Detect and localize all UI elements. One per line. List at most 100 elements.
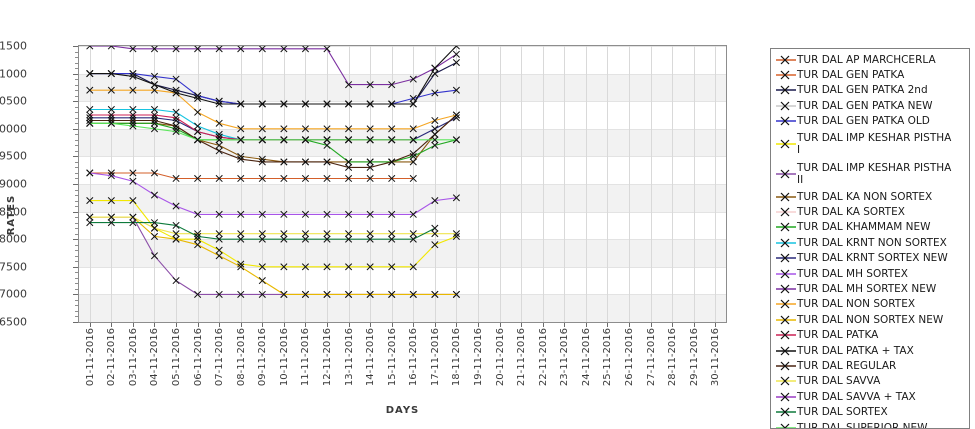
data-point-marker xyxy=(129,122,137,130)
legend-item[interactable]: TUR DAL NON SORTEX NEW xyxy=(775,312,967,327)
legend-item[interactable]: TUR DAL KA NON SORTEX xyxy=(775,189,967,204)
data-point-marker xyxy=(150,125,159,133)
x-tick-mark xyxy=(543,323,544,327)
legend-item[interactable]: TUR DAL GEN PATKA 2nd xyxy=(775,83,967,98)
data-point-marker xyxy=(323,125,331,133)
legend-item-label: TUR DAL KRNT NON SORTEX xyxy=(797,236,947,249)
data-point-marker xyxy=(194,128,202,136)
gridline-vertical xyxy=(90,46,91,322)
legend-item[interactable]: TUR DAL MH SORTEX NEW xyxy=(775,281,967,296)
data-point-marker xyxy=(107,111,115,119)
data-point-marker xyxy=(172,116,180,125)
data-point-marker xyxy=(366,235,374,243)
data-point-marker xyxy=(366,230,374,238)
legend-item[interactable]: TUR DAL KHAMMAM NEW xyxy=(775,220,967,235)
plot-band xyxy=(79,294,726,322)
data-point-marker xyxy=(366,136,374,144)
legend-item[interactable]: TUR DAL SAVVA + TAX xyxy=(775,389,967,404)
series-0 xyxy=(86,169,417,183)
gridline-vertical xyxy=(413,46,414,322)
x-tick-mark xyxy=(154,323,155,327)
legend-item[interactable]: TUR DAL IMP KESHAR PISTHA II xyxy=(775,159,967,189)
legend-item[interactable]: TUR DAL KA SORTEX xyxy=(775,204,967,219)
data-point-marker xyxy=(388,136,396,144)
x-tick-mark xyxy=(262,323,263,327)
legend-item-label: TUR DAL KHAMMAM NEW xyxy=(797,221,931,234)
legend-item[interactable]: TUR DAL AP MARCHCERLA xyxy=(775,52,967,67)
chart-legend[interactable]: TUR DAL AP MARCHCERLA TUR DAL GEN PATKA TU… xyxy=(770,48,970,429)
legend-item[interactable]: TUR DAL REGULAR xyxy=(775,358,967,373)
data-point-marker xyxy=(129,72,137,80)
legend-item[interactable]: TUR DAL SUPERIOR NEW xyxy=(775,420,967,428)
legend-item[interactable]: TUR DAL SAVVA xyxy=(775,374,967,389)
legend-item[interactable]: TUR DAL NON SORTEX xyxy=(775,297,967,312)
legend-item[interactable]: TUR DAL KRNT SORTEX NEW xyxy=(775,251,967,266)
data-point-marker xyxy=(194,290,202,298)
data-point-marker xyxy=(215,235,223,243)
x-tick-label: 29-11-2016 xyxy=(688,328,700,387)
x-axis-label: DAYS xyxy=(385,405,420,416)
legend-item[interactable]: TUR DAL GEN PATKA OLD xyxy=(775,114,967,129)
data-point-marker xyxy=(258,263,266,271)
legend-item-label: TUR DAL SAVVA + TAX xyxy=(797,390,916,403)
data-point-marker xyxy=(388,125,396,133)
gridline-vertical xyxy=(500,46,501,322)
data-point-marker xyxy=(237,100,245,108)
data-point-marker xyxy=(431,197,439,205)
data-point-marker xyxy=(366,158,374,166)
x-tick-label: 19-11-2016 xyxy=(472,328,484,387)
data-point-marker xyxy=(86,46,94,50)
gridline-vertical xyxy=(651,46,652,322)
data-point-marker xyxy=(86,116,94,125)
data-point-marker xyxy=(237,136,245,144)
data-point-marker xyxy=(431,116,439,125)
x-tick-mark xyxy=(694,323,695,327)
legend-item[interactable]: TUR DAL SORTEX xyxy=(775,404,967,419)
legend-item-label: TUR DAL AP MARCHCERLA xyxy=(797,53,936,66)
data-point-marker xyxy=(150,116,159,125)
data-point-marker xyxy=(150,86,159,94)
legend-item[interactable]: TUR DAL GEN PATKA NEW xyxy=(775,98,967,113)
data-point-marker xyxy=(258,100,266,108)
y-tick-minor xyxy=(75,222,78,224)
data-point-marker xyxy=(323,158,331,166)
legend-item[interactable]: TUR DAL PATKA + TAX xyxy=(775,343,967,358)
legend-item[interactable]: TUR DAL PATKA xyxy=(775,327,967,342)
legend-marker-icon xyxy=(775,205,797,219)
data-point-marker xyxy=(237,290,245,298)
x-tick-label: 13-11-2016 xyxy=(343,328,355,387)
data-point-marker xyxy=(107,119,115,127)
y-tick-mark xyxy=(73,128,78,130)
y-tick-minor xyxy=(75,57,78,59)
data-point-marker xyxy=(280,235,288,243)
data-point-marker xyxy=(237,263,245,271)
legend-item[interactable]: TUR DAL IMP KESHAR PISTHA I xyxy=(775,129,967,159)
x-tick-mark xyxy=(413,323,414,327)
y-tick-minor xyxy=(75,117,78,119)
y-tick-minor xyxy=(75,288,78,290)
data-point-marker xyxy=(280,263,288,271)
data-point-marker xyxy=(129,197,137,205)
y-tick-mark xyxy=(73,101,78,103)
legend-item[interactable]: TUR DAL GEN PATKA xyxy=(775,67,967,82)
legend-marker-icon xyxy=(775,328,797,342)
legend-item-label: TUR DAL NON SORTEX xyxy=(797,298,916,311)
legend-item[interactable]: TUR DAL KRNT NON SORTEX xyxy=(775,235,967,250)
data-point-marker xyxy=(301,125,310,133)
legend-item[interactable]: TUR DAL MH SORTEX xyxy=(775,266,967,281)
x-tick-mark xyxy=(435,323,436,327)
data-point-marker xyxy=(280,125,288,133)
data-point-marker xyxy=(409,75,417,83)
data-point-marker xyxy=(172,75,180,83)
y-tick-label: 8000 xyxy=(0,232,27,246)
series-22 xyxy=(86,119,460,144)
x-tick-label: 26-11-2016 xyxy=(623,328,635,387)
y-tick-minor xyxy=(75,217,78,219)
x-tick-label: 06-11-2016 xyxy=(192,328,204,387)
data-point-marker xyxy=(107,105,115,114)
legend-marker-icon xyxy=(775,190,797,204)
data-point-marker xyxy=(86,70,94,78)
data-point-marker xyxy=(150,232,159,240)
x-tick-label: 16-11-2016 xyxy=(408,328,420,387)
data-point-marker xyxy=(129,213,137,221)
